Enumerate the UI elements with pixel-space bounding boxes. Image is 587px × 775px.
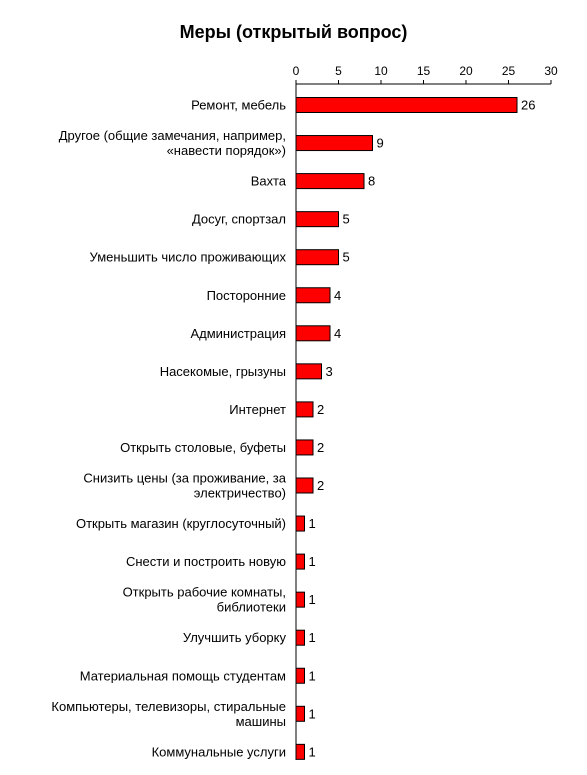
category-label: Компьютеры, телевизоры, стиральные машины	[51, 699, 286, 729]
category-label: Открыть рабочие комнаты, библиотеки	[123, 585, 286, 615]
data-label: 1	[309, 668, 316, 683]
category-label: Улучшить уборку	[183, 630, 287, 645]
data-label: 1	[309, 592, 316, 607]
bar	[295, 135, 373, 152]
x-tick-label: 30	[544, 64, 558, 78]
data-label: 1	[309, 516, 316, 531]
bar	[295, 477, 314, 494]
category-label: Насекомые, грызуны	[160, 364, 286, 379]
x-tick-label: 0	[293, 64, 300, 78]
bar	[295, 629, 305, 646]
data-label: 3	[326, 364, 333, 379]
bar	[295, 705, 305, 722]
bar	[295, 591, 305, 608]
value-labels: 26 9 8 5 5 4 4 3 2 2 2 1 1 1 1 1 1 1	[309, 98, 536, 760]
data-label: 1	[309, 706, 316, 721]
data-label: 4	[334, 326, 341, 341]
bar	[295, 363, 322, 380]
bar	[295, 325, 331, 342]
bar	[295, 97, 518, 113]
category-label: Другое (общие замечания, например, «навес…	[59, 128, 286, 158]
category-label: Посторонние	[207, 288, 286, 303]
bar	[295, 211, 339, 228]
data-label: 2	[317, 440, 324, 455]
bars-group	[295, 97, 518, 760]
data-label: 2	[317, 402, 324, 417]
category-label: Уменьшить число проживающих	[90, 250, 287, 265]
data-label: 2	[317, 478, 324, 493]
category-label: Ремонт, мебель	[191, 98, 286, 113]
bar	[295, 173, 365, 190]
category-label: Снести и построить новую	[126, 554, 286, 569]
category-label: Администрация	[190, 326, 286, 341]
category-label: Вахта	[251, 174, 287, 189]
category-label: Открыть столовые, буфеты	[120, 440, 286, 455]
data-label: 5	[343, 250, 350, 265]
bar	[295, 743, 305, 760]
category-labels: Ремонт, мебель Другое (общие замечания, н…	[51, 98, 286, 760]
data-label: 26	[521, 98, 535, 113]
bar	[295, 401, 314, 418]
data-label: 8	[368, 174, 375, 189]
category-label: Открыть магазин (круглосуточный)	[76, 516, 286, 531]
bar	[295, 515, 305, 532]
data-label: 1	[309, 630, 316, 645]
bar	[295, 249, 339, 266]
category-label: Снизить цены (за проживание, за электриче…	[83, 471, 286, 501]
x-tick-label: 15	[417, 64, 431, 78]
category-label: Материальная помощь студентам	[80, 668, 286, 683]
x-tick-label: 5	[335, 64, 342, 78]
category-label: Коммунальные услуги	[152, 744, 286, 759]
data-label: 4	[334, 288, 341, 303]
bar	[295, 287, 331, 304]
data-label: 1	[309, 554, 316, 569]
data-label: 1	[309, 744, 316, 759]
category-label: Интернет	[229, 402, 286, 417]
bar	[295, 667, 305, 684]
x-tick-label: 10	[374, 64, 388, 78]
x-axis: 0 5 10 15 20 25 30	[293, 64, 558, 760]
chart-title: Меры (открытый вопрос)	[179, 22, 408, 42]
bar	[295, 553, 305, 570]
category-label: Досуг, спортзал	[192, 212, 286, 227]
x-tick-label: 20	[459, 64, 473, 78]
data-label: 9	[377, 136, 384, 151]
x-tick-label: 25	[502, 64, 516, 78]
data-label: 5	[343, 212, 350, 227]
bar	[295, 439, 314, 456]
